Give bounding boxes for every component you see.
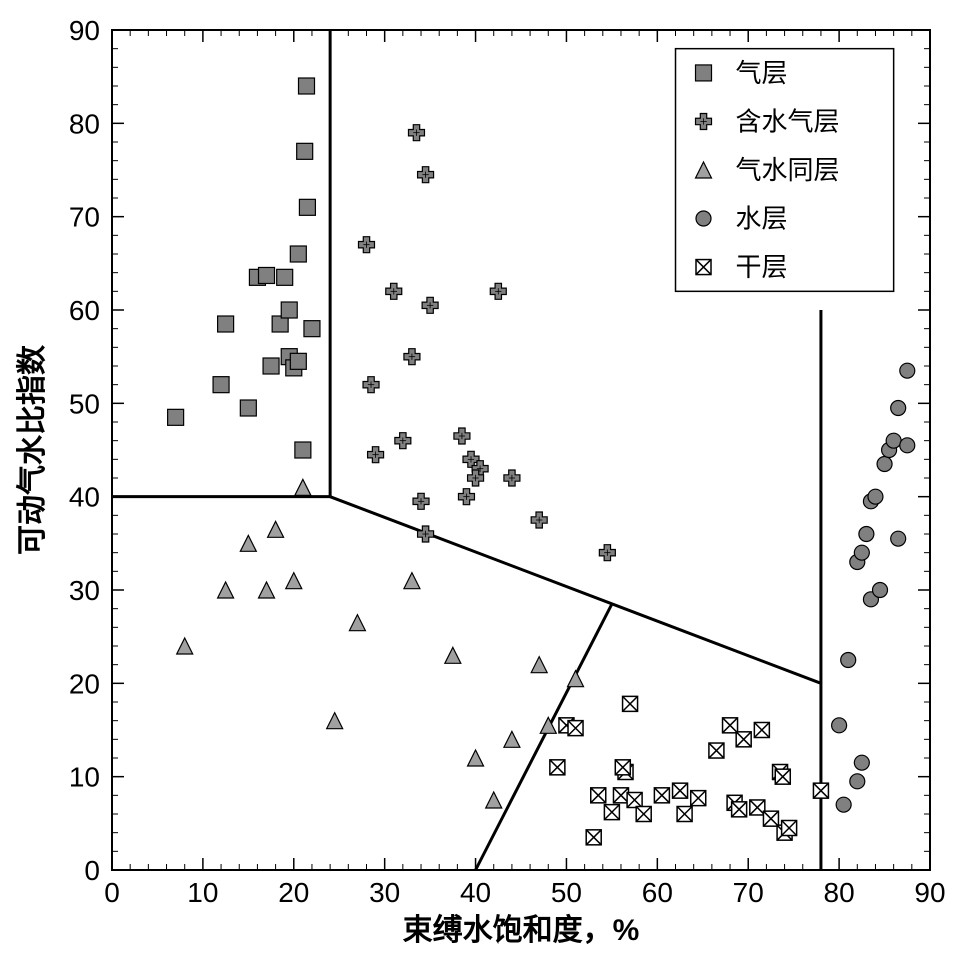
svg-text:水层: 水层 [736, 204, 788, 234]
svg-text:60: 60 [642, 877, 673, 908]
series-含水气层 [358, 125, 615, 561]
svg-text:0: 0 [84, 855, 100, 886]
series-水层 [832, 363, 915, 812]
svg-text:70: 70 [69, 202, 100, 233]
series-干层 [550, 696, 829, 844]
svg-text:40: 40 [460, 877, 491, 908]
svg-text:90: 90 [69, 15, 100, 46]
svg-text:40: 40 [69, 482, 100, 513]
svg-text:50: 50 [69, 388, 100, 419]
svg-text:含水气层: 含水气层 [736, 106, 840, 136]
svg-text:50: 50 [551, 877, 582, 908]
svg-text:30: 30 [69, 575, 100, 606]
chart-svg: 0 10 20 30 40 50 60 70 80 90 0 10 20 30 40 50 60 70 80 90 束缚… [0, 0, 962, 959]
svg-text:10: 10 [69, 762, 100, 793]
svg-text:80: 80 [824, 877, 855, 908]
y-axis-label: 可动气水比指数 [16, 344, 49, 555]
svg-text:20: 20 [278, 877, 309, 908]
svg-text:30: 30 [369, 877, 400, 908]
svg-text:70: 70 [733, 877, 764, 908]
svg-text:80: 80 [69, 108, 100, 139]
svg-text:气水同层: 气水同层 [736, 155, 840, 185]
svg-text:20: 20 [69, 668, 100, 699]
svg-text:干层: 干层 [736, 252, 788, 282]
series-气层 [168, 78, 320, 458]
svg-text:90: 90 [914, 877, 945, 908]
legend: 气层含水气层气水同层水层干层 [676, 49, 894, 292]
series-气水同层 [177, 479, 584, 808]
svg-text:气层: 气层 [736, 58, 788, 88]
svg-text:60: 60 [69, 295, 100, 326]
svg-text:0: 0 [104, 877, 120, 908]
scatter-chart: 0 10 20 30 40 50 60 70 80 90 0 10 20 30 40 50 60 70 80 90 束缚… [0, 0, 962, 959]
x-axis-label: 束缚水饱和度，% [403, 914, 640, 947]
svg-text:10: 10 [187, 877, 218, 908]
